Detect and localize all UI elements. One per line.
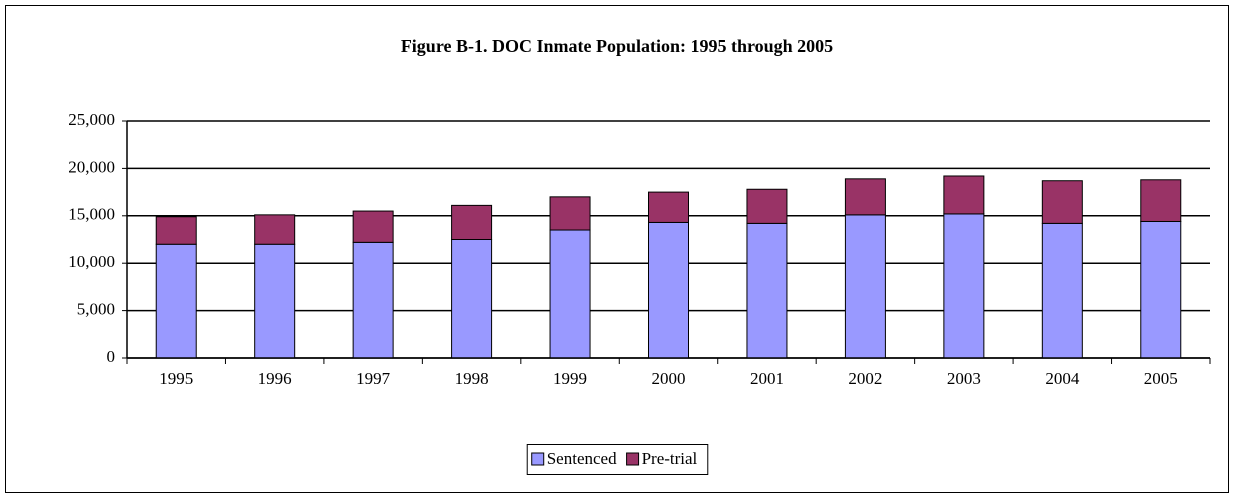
bar-segment: [648, 191, 689, 223]
x-tick-label: 2001: [750, 369, 784, 388]
chart-border: [5, 5, 1229, 493]
bar-segment: [1041, 180, 1083, 224]
x-tick-label: 1995: [159, 369, 193, 388]
bar-segment: [648, 221, 689, 359]
bar-segment: [1041, 222, 1083, 359]
bar-segment: [549, 229, 591, 359]
legend-swatch: [626, 452, 640, 466]
bar-segment: [254, 243, 296, 359]
legend-label: Pre-trial: [642, 449, 698, 468]
x-tick-label: 2005: [1144, 369, 1178, 388]
y-tick-label: 0: [107, 347, 116, 366]
bar-segment: [155, 243, 197, 359]
bar-segment: [943, 213, 985, 359]
bar-segment: [746, 222, 788, 359]
x-tick-label: 2000: [652, 369, 686, 388]
chart-title: Figure B-1. DOC Inmate Population: 1995 …: [401, 36, 833, 56]
bar-segment: [1140, 220, 1182, 359]
x-tick-label: 2003: [947, 369, 981, 388]
bar-segment: [352, 210, 394, 243]
bar-segment: [844, 178, 886, 216]
x-tick-label: 1996: [258, 369, 292, 388]
x-tick-label: 1998: [455, 369, 489, 388]
bar-segment: [155, 216, 197, 245]
legend-swatch: [531, 452, 545, 466]
bar-segment: [451, 204, 493, 240]
x-tick-label: 1997: [356, 369, 391, 388]
legend-label: Sentenced: [547, 449, 617, 468]
legend-box: [526, 444, 709, 475]
y-tick-label: 15,000: [68, 205, 115, 224]
bar-segment: [549, 196, 591, 231]
bar-segment: [352, 241, 394, 359]
x-tick-label: 2002: [848, 369, 882, 388]
y-tick-label: 25,000: [68, 110, 115, 129]
x-tick-label: 2004: [1045, 369, 1080, 388]
bar-segment: [943, 175, 985, 215]
bar-segment: [1140, 179, 1182, 222]
bar-segment: [746, 188, 788, 224]
bar-segment: [844, 214, 886, 359]
bar-segment: [451, 239, 493, 359]
x-tick-label: 1999: [553, 369, 587, 388]
bar-segment: [254, 214, 296, 245]
y-tick-label: 5,000: [77, 300, 115, 319]
y-tick-label: 10,000: [68, 252, 115, 271]
y-tick-label: 20,000: [68, 157, 115, 176]
